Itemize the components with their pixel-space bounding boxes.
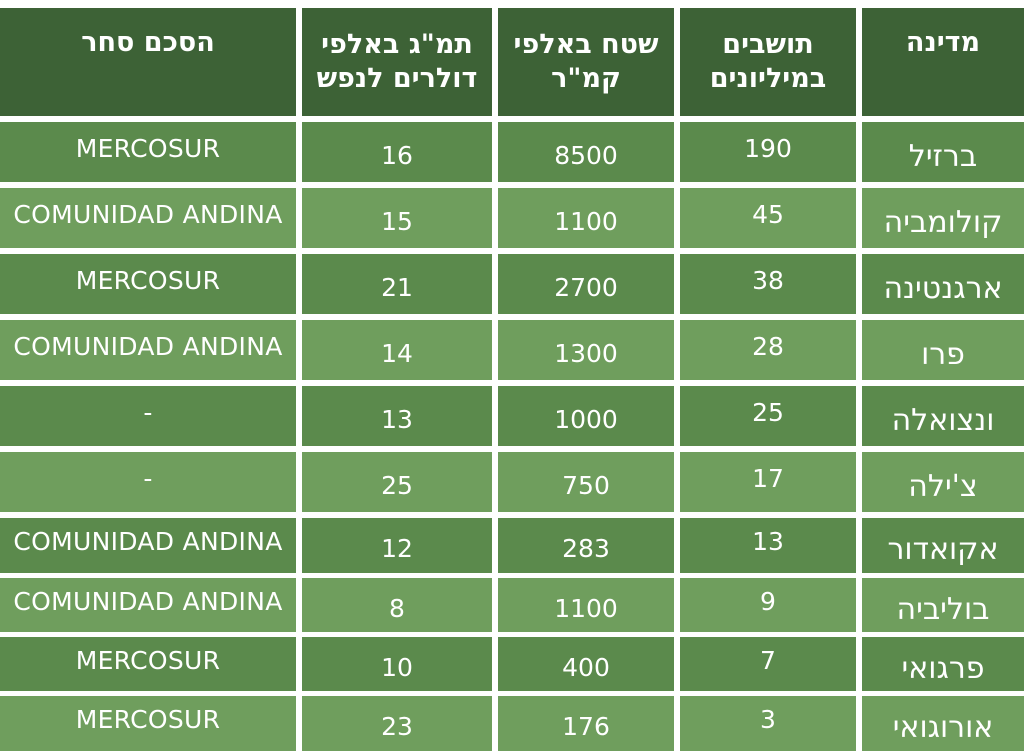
- cell-population: 190: [674, 122, 856, 182]
- cell-area: 8500: [492, 122, 674, 182]
- header-population: תושבים במיליונים: [674, 8, 856, 116]
- cell-trade-agreement: MERCOSUR: [0, 637, 296, 691]
- header-gdp: תמ"ג באלפי דולרים לנפש: [296, 8, 492, 116]
- cell-area: 400: [492, 637, 674, 691]
- cell-gdp: 13: [296, 386, 492, 446]
- cell-country: אורוגואי: [856, 696, 1024, 751]
- cell-population: 45: [674, 188, 856, 248]
- cell-country: ונצואלה: [856, 386, 1024, 446]
- table-row: ברזיל 190 8500 16 MERCOSUR: [0, 122, 1024, 182]
- cell-country: פרגואי: [856, 637, 1024, 691]
- table-row: פרו 28 1300 14 COMUNIDAD ANDINA: [0, 320, 1024, 380]
- cell-area: 1300: [492, 320, 674, 380]
- cell-trade-agreement: -: [0, 386, 296, 446]
- cell-trade-agreement: COMUNIDAD ANDINA: [0, 578, 296, 632]
- cell-gdp: 23: [296, 696, 492, 751]
- table-row: ונצואלה 25 1000 13 -: [0, 386, 1024, 446]
- cell-gdp: 25: [296, 452, 492, 512]
- table-header-row: מדינה תושבים במיליונים שטח באלפי קמ"ר תמ…: [0, 8, 1024, 116]
- cell-population: 25: [674, 386, 856, 446]
- cell-gdp: 15: [296, 188, 492, 248]
- table-row: פרגואי 7 400 10 MERCOSUR: [0, 637, 1024, 691]
- cell-trade-agreement: MERCOSUR: [0, 122, 296, 182]
- cell-population: 28: [674, 320, 856, 380]
- table-row: בוליביה 9 1100 8 COMUNIDAD ANDINA: [0, 578, 1024, 632]
- cell-area: 1000: [492, 386, 674, 446]
- cell-trade-agreement: -: [0, 452, 296, 512]
- cell-gdp: 21: [296, 254, 492, 314]
- table-row: צ'ילה 17 750 25 -: [0, 452, 1024, 512]
- cell-gdp: 14: [296, 320, 492, 380]
- cell-country: בוליביה: [856, 578, 1024, 632]
- cell-trade-agreement: MERCOSUR: [0, 696, 296, 751]
- cell-area: 176: [492, 696, 674, 751]
- header-country: מדינה: [856, 8, 1024, 116]
- cell-area: 1100: [492, 188, 674, 248]
- cell-country: פרו: [856, 320, 1024, 380]
- cell-trade-agreement: MERCOSUR: [0, 254, 296, 314]
- cell-gdp: 10: [296, 637, 492, 691]
- cell-trade-agreement: COMUNIDAD ANDINA: [0, 518, 296, 573]
- cell-country: ברזיל: [856, 122, 1024, 182]
- header-area: שטח באלפי קמ"ר: [492, 8, 674, 116]
- cell-gdp: 12: [296, 518, 492, 573]
- header-trade-agreement: הסכם סחר: [0, 8, 296, 116]
- cell-area: 1100: [492, 578, 674, 632]
- table-row: אורוגואי 3 176 23 MERCOSUR: [0, 696, 1024, 751]
- cell-gdp: 8: [296, 578, 492, 632]
- cell-population: 17: [674, 452, 856, 512]
- cell-trade-agreement: COMUNIDAD ANDINA: [0, 188, 296, 248]
- cell-gdp: 16: [296, 122, 492, 182]
- cell-area: 283: [492, 518, 674, 573]
- cell-population: 13: [674, 518, 856, 573]
- cell-area: 2700: [492, 254, 674, 314]
- cell-trade-agreement: COMUNIDAD ANDINA: [0, 320, 296, 380]
- cell-population: 7: [674, 637, 856, 691]
- cell-area: 750: [492, 452, 674, 512]
- table-row: קולומביה 45 1100 15 COMUNIDAD ANDINA: [0, 188, 1024, 248]
- cell-country: צ'ילה: [856, 452, 1024, 512]
- cell-country: ארגנטינה: [856, 254, 1024, 314]
- cell-population: 38: [674, 254, 856, 314]
- cell-population: 9: [674, 578, 856, 632]
- cell-country: אקואדור: [856, 518, 1024, 573]
- cell-country: קולומביה: [856, 188, 1024, 248]
- table-row: אקואדור 13 283 12 COMUNIDAD ANDINA: [0, 518, 1024, 573]
- table-row: ארגנטינה 38 2700 21 MERCOSUR: [0, 254, 1024, 314]
- cell-population: 3: [674, 696, 856, 751]
